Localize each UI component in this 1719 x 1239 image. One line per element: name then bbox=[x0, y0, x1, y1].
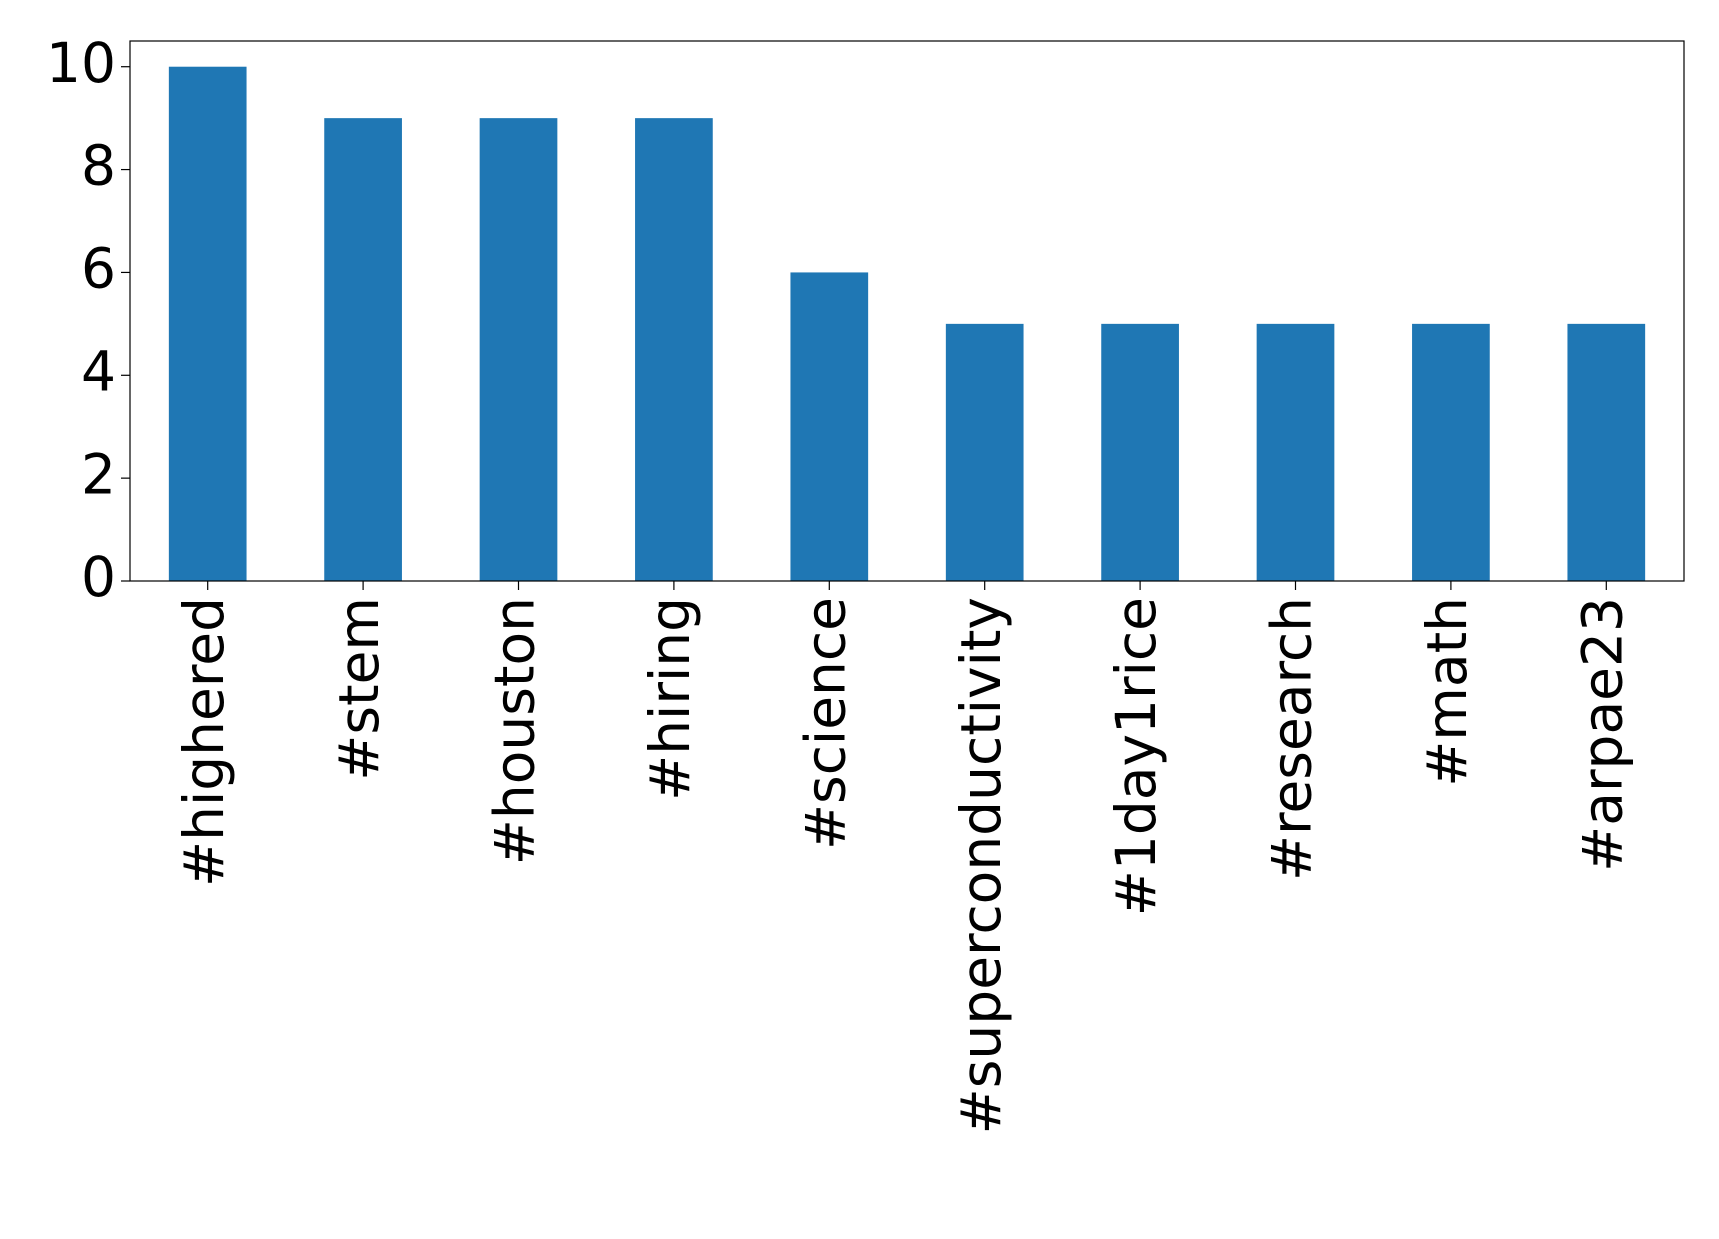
x-tick-label: #hiring bbox=[638, 597, 702, 801]
y-tick-label: 0 bbox=[81, 545, 116, 609]
bar bbox=[324, 118, 402, 582]
bar bbox=[1567, 323, 1646, 581]
x-tick-label: #1day1rice bbox=[1104, 597, 1168, 916]
x-tick-label: #arpae23 bbox=[1570, 597, 1634, 872]
y-tick-label: 10 bbox=[46, 31, 116, 95]
y-tick-label: 2 bbox=[81, 442, 116, 506]
x-tick-label: #stem bbox=[327, 597, 391, 781]
bar bbox=[168, 66, 247, 581]
x-tick-label: #superconductivity bbox=[949, 597, 1013, 1134]
bar bbox=[1101, 323, 1179, 581]
bar bbox=[635, 118, 713, 582]
x-tick-label: #science bbox=[793, 597, 857, 850]
y-tick-label: 8 bbox=[81, 134, 116, 198]
x-tick-label: #highered bbox=[172, 597, 236, 887]
bar bbox=[479, 118, 558, 582]
plot-frame bbox=[129, 40, 1685, 582]
bar bbox=[945, 323, 1024, 581]
bar bbox=[1412, 323, 1490, 581]
bar bbox=[1256, 323, 1335, 581]
y-tick-label: 4 bbox=[81, 339, 116, 403]
bar bbox=[790, 272, 869, 581]
x-tick-label: #math bbox=[1415, 597, 1479, 787]
x-tick-label: #research bbox=[1260, 597, 1324, 881]
y-tick-label: 6 bbox=[81, 237, 116, 301]
x-tick-label: #houston bbox=[483, 597, 547, 865]
